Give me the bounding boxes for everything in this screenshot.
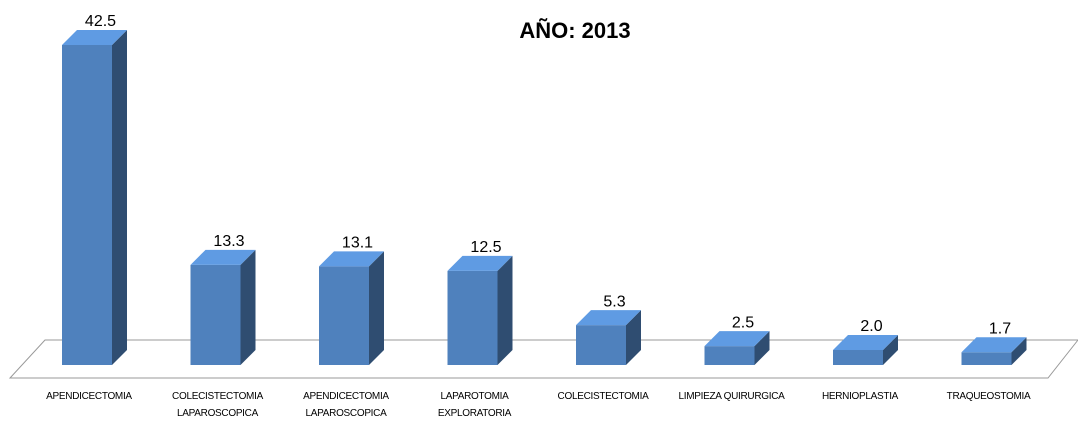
bar-front — [704, 346, 755, 365]
bar-side — [112, 30, 127, 365]
value-label: 2.5 — [732, 314, 754, 331]
bar — [961, 337, 1027, 365]
bar-front — [576, 325, 626, 365]
bar-side — [883, 334, 898, 365]
bar-front — [961, 352, 1012, 365]
x-tick-label: LAPAROTOMIA EXPLORATORIA — [437, 391, 512, 419]
value-label: 13.1 — [342, 235, 373, 252]
bar-top — [576, 310, 641, 326]
x-tick-label: LIMPIEZA QUIRURGICA — [678, 391, 785, 402]
bar — [576, 310, 641, 365]
bar-top — [704, 331, 770, 347]
bar-top — [62, 30, 127, 45]
value-label: 5.3 — [603, 293, 625, 310]
bar-side — [240, 249, 256, 365]
bar-top — [833, 334, 898, 350]
bar-top — [319, 251, 384, 267]
bar-top — [961, 337, 1027, 353]
value-label: 42.5 — [85, 13, 116, 30]
bar — [190, 249, 256, 365]
x-tick-label: COLECISTECTOMIA — [557, 391, 649, 402]
bar-front — [833, 349, 883, 365]
bar-front — [447, 270, 498, 365]
bar — [447, 255, 513, 365]
chart-title: AÑO: 2013 — [519, 18, 630, 43]
bar-top — [190, 249, 256, 265]
x-tick-label: COLECISTECTOMIA LAPAROSCOPICA — [172, 391, 263, 419]
x-tick-label: TRAQUEOSTOMIA — [946, 391, 1031, 402]
bar-front — [190, 264, 241, 365]
value-label: 13.3 — [213, 233, 244, 250]
bar-side — [369, 251, 384, 365]
bar — [62, 30, 127, 365]
value-label: 2.0 — [860, 318, 882, 335]
bar-top — [447, 255, 513, 271]
bar — [704, 331, 770, 365]
bar-side — [497, 255, 513, 365]
bar-side — [1011, 337, 1027, 365]
value-label: 12.5 — [470, 239, 501, 256]
bar-front — [62, 45, 112, 365]
bar-side — [626, 310, 641, 365]
x-tick-label: APENDICECTOMIA LAPAROSCOPICA — [303, 391, 389, 419]
x-tick-label: HERNIOPLASTIA — [821, 391, 899, 402]
bar — [319, 251, 384, 365]
bar-front — [319, 266, 369, 365]
value-label: 1.7 — [989, 320, 1011, 337]
floor — [8, 339, 1078, 379]
bar-side — [754, 331, 770, 365]
bar — [833, 334, 898, 365]
x-tick-label: APENDICECTOMIA — [46, 391, 132, 402]
